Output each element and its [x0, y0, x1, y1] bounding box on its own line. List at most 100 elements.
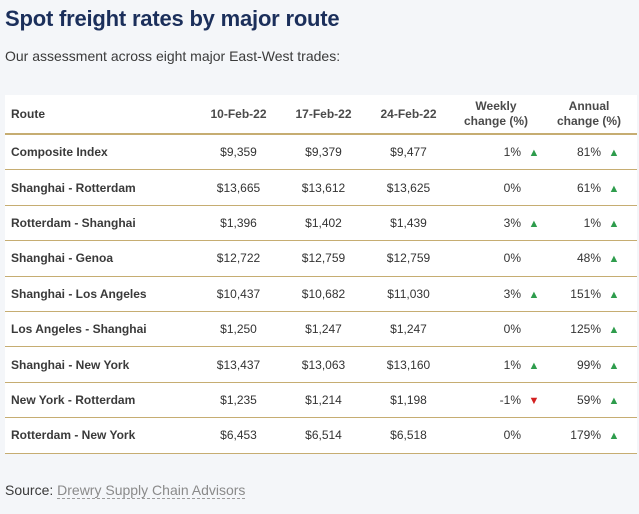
annual-change-cell-value: 99% — [576, 357, 601, 372]
arrow-up-icon: ▲ — [608, 217, 620, 230]
rate-cell-date-1: $6,453 — [196, 417, 281, 454]
rate-cell-date-3: $9,477 — [366, 134, 451, 171]
weekly-change-cell-value: -1% — [499, 392, 521, 407]
source-label: Source: — [5, 482, 54, 498]
header-annual-line1: Annual — [568, 99, 610, 113]
header-weekly-change: Weekly change (%) — [451, 95, 541, 135]
weekly-change-cell: 0% — [451, 417, 541, 454]
route-cell: New York - Rotterdam — [5, 382, 196, 419]
weekly-change-cell-value: 1% — [503, 145, 521, 160]
route-cell: Shanghai - Genoa — [5, 240, 196, 277]
weekly-change-cell-value: 3% — [503, 215, 521, 230]
weekly-change-cell: 1% ▲ — [451, 346, 541, 383]
annual-change-cell-value: 179% — [570, 428, 601, 443]
rate-cell-date-3: $1,439 — [366, 205, 451, 242]
arrow-up-icon: ▲ — [608, 253, 620, 266]
table-header-row: Route 10-Feb-22 17-Feb-22 24-Feb-22 Week… — [5, 95, 637, 135]
weekly-change-cell-value: 0% — [503, 322, 521, 337]
source-line: Source: Drewry Supply Chain Advisors — [5, 482, 246, 499]
header-annual-change: Annual change (%) — [541, 95, 637, 135]
annual-change-cell-value: 61% — [576, 180, 601, 195]
rates-table: Route 10-Feb-22 17-Feb-22 24-Feb-22 Week… — [5, 95, 637, 454]
rate-cell-date-2: $13,063 — [281, 346, 366, 383]
arrow-up-icon: ▲ — [608, 324, 620, 337]
arrow-up-icon: ▲ — [528, 359, 540, 372]
annual-change-cell: 59% ▲ — [541, 382, 637, 419]
rate-cell-date-3: $13,625 — [366, 169, 451, 206]
table-row: Rotterdam - New York $6,453 $6,514 $6,518 0%… — [5, 417, 637, 454]
annual-change-cell: 151% ▲ — [541, 276, 637, 312]
route-cell: Shanghai - Rotterdam — [5, 169, 196, 206]
header-route: Route — [5, 95, 196, 135]
route-cell: Composite Index — [5, 134, 196, 171]
rate-cell-date-2: $13,612 — [281, 169, 366, 206]
arrow-up-icon: ▲ — [608, 359, 620, 372]
rate-cell-date-1: $1,250 — [196, 311, 281, 348]
weekly-change-cell: 0% — [451, 240, 541, 277]
arrow-up-icon: ▲ — [608, 394, 620, 407]
annual-change-cell: 61% ▲ — [541, 169, 637, 206]
arrow-up-icon: ▲ — [608, 288, 620, 301]
rate-cell-date-3: $12,759 — [366, 240, 451, 277]
annual-change-cell-value: 59% — [576, 392, 601, 407]
weekly-change-cell: 0% — [451, 169, 541, 206]
table-row: Shanghai - Los Angeles $10,437 $10,682 $11,… — [5, 276, 637, 312]
arrow-down-icon: ▼ — [528, 394, 540, 407]
rate-cell-date-1: $12,722 — [196, 240, 281, 277]
annual-change-cell: 1% ▲ — [541, 205, 637, 242]
rate-cell-date-2: $12,759 — [281, 240, 366, 277]
page-title: Spot freight rates by major route — [5, 6, 340, 31]
arrow-up-icon: ▲ — [528, 147, 540, 160]
arrow-up-icon: ▲ — [608, 430, 620, 443]
rate-cell-date-1: $9,359 — [196, 134, 281, 171]
annual-change-cell-value: 48% — [576, 251, 601, 266]
annual-change-cell-value: 151% — [570, 286, 601, 301]
table-row: Shanghai - Rotterdam $13,665 $13,612 $13,62… — [5, 169, 637, 206]
header-date-1: 10-Feb-22 — [196, 95, 281, 135]
rate-cell-date-3: $6,518 — [366, 417, 451, 454]
rate-cell-date-1: $13,665 — [196, 169, 281, 206]
route-cell: Rotterdam - Shanghai — [5, 205, 196, 242]
weekly-change-cell: 3% ▲ — [451, 276, 541, 312]
header-annual-line2: change (%) — [556, 114, 621, 128]
header-weekly-line2: change (%) — [463, 114, 528, 128]
rate-cell-date-1: $10,437 — [196, 276, 281, 312]
weekly-change-cell-value: 0% — [503, 180, 521, 195]
header-date-2: 17-Feb-22 — [281, 95, 366, 135]
route-cell: Shanghai - Los Angeles — [5, 276, 196, 312]
arrow-up-icon: ▲ — [608, 182, 620, 195]
table-row: Los Angeles - Shanghai $1,250 $1,247 $1,247… — [5, 311, 637, 348]
annual-change-cell: 179% ▲ — [541, 417, 637, 454]
rate-cell-date-2: $1,402 — [281, 205, 366, 242]
weekly-change-cell-value: 1% — [503, 357, 521, 372]
rate-cell-date-2: $9,379 — [281, 134, 366, 171]
weekly-change-cell: 0% — [451, 311, 541, 348]
rate-cell-date-1: $13,437 — [196, 346, 281, 383]
page-subtitle: Our assessment across eight major East-W… — [5, 48, 341, 64]
weekly-change-cell: -1% ▼ — [451, 382, 541, 419]
weekly-change-cell-value: 0% — [503, 428, 521, 443]
rate-cell-date-2: $6,514 — [281, 417, 366, 454]
route-cell: Los Angeles - Shanghai — [5, 311, 196, 348]
route-cell: Shanghai - New York — [5, 346, 196, 383]
rate-cell-date-3: $13,160 — [366, 346, 451, 383]
table-row: Composite Index $9,359 $9,379 $9,477 1% ▲ 81% ▲ — [5, 134, 637, 171]
route-cell: Rotterdam - New York — [5, 417, 196, 454]
annual-change-cell-value: 1% — [583, 215, 601, 230]
annual-change-cell: 48% ▲ — [541, 240, 637, 277]
rate-cell-date-1: $1,396 — [196, 205, 281, 242]
table-row: Rotterdam - Shanghai $1,396 $1,402 $1,439 3%… — [5, 205, 637, 242]
rate-cell-date-1: $1,235 — [196, 382, 281, 419]
rate-cell-date-3: $1,247 — [366, 311, 451, 348]
weekly-change-cell: 1% ▲ — [451, 134, 541, 171]
annual-change-cell: 125% ▲ — [541, 311, 637, 348]
rate-cell-date-3: $1,198 — [366, 382, 451, 419]
table-body: Composite Index $9,359 $9,379 $9,477 1% ▲ 81% ▲… — [5, 134, 637, 454]
weekly-change-cell: 3% ▲ — [451, 205, 541, 242]
rate-cell-date-3: $11,030 — [366, 276, 451, 312]
weekly-change-cell-value: 0% — [503, 251, 521, 266]
weekly-change-cell-value: 3% — [503, 286, 521, 301]
table-row: Shanghai - Genoa $12,722 $12,759 $12,759 0% 4… — [5, 240, 637, 277]
source-link[interactable]: Drewry Supply Chain Advisors — [57, 482, 246, 499]
header-date-3: 24-Feb-22 — [366, 95, 451, 135]
